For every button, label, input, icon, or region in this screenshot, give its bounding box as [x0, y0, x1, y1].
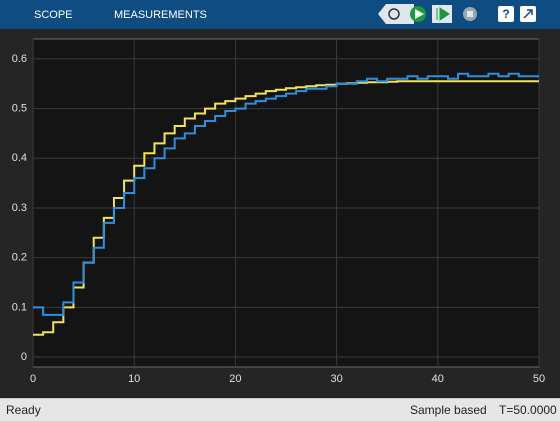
step-back-icon[interactable] — [388, 8, 400, 20]
signal-line — [33, 80, 539, 336]
status-mode: Sample based — [410, 403, 487, 417]
x-tick-label: 0 — [30, 373, 36, 385]
x-tick-label: 10 — [128, 373, 140, 385]
scope-display: 0 0.1 0.2 0.3 0.4 0.5 0.6 0 10 20 30 40 50 — [12, 38, 545, 385]
y-tick-label: 0 — [21, 351, 27, 363]
stop-glyph — [467, 11, 473, 17]
y-tick-label: 0.1 — [12, 301, 27, 313]
x-tick-label: 30 — [330, 373, 342, 385]
y-tick-label: 0.2 — [12, 252, 27, 264]
run-glyph — [415, 9, 424, 19]
status-text: Ready — [6, 403, 41, 417]
tab[interactable]: SCOPE — [34, 9, 73, 21]
y-tick-label: 0.3 — [12, 202, 27, 214]
y-tick-label: 0.5 — [12, 102, 27, 114]
y-tick-label: 0.6 — [12, 53, 27, 65]
signal-line — [33, 72, 539, 316]
tab[interactable]: MEASUREMENTS — [114, 9, 207, 21]
help-icon[interactable] — [498, 6, 514, 22]
help-glyph: ? — [502, 7, 509, 21]
step-glyph — [436, 7, 450, 21]
y-tick-label: 0.4 — [12, 152, 27, 164]
x-tick-label: 40 — [432, 373, 444, 385]
x-tick-label: 50 — [533, 373, 545, 385]
status-bar: Ready Sample based T=50.0000 — [0, 398, 560, 421]
status-time: T=50.0000 — [499, 403, 557, 417]
toolbar: SCOPE MEASUREMENTS ? — [0, 0, 560, 29]
icon-group — [378, 4, 414, 24]
undock-glyph — [523, 9, 533, 19]
x-tick-label: 20 — [229, 373, 241, 385]
toolbar-icons: ? — [378, 4, 536, 24]
